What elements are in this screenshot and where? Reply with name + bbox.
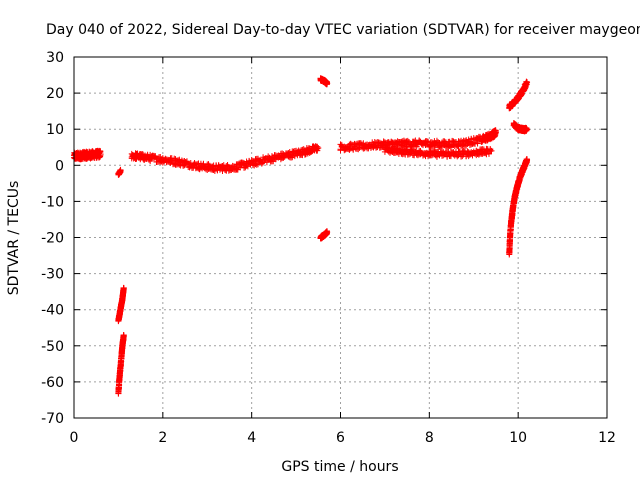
data-point xyxy=(315,144,322,151)
data-point xyxy=(183,158,190,165)
x-tick-label: 12 xyxy=(598,430,616,446)
data-point xyxy=(120,331,127,338)
x-axis-label: GPS time / hours xyxy=(281,459,398,475)
y-tick-label: -30 xyxy=(41,267,64,283)
y-tick-label: 10 xyxy=(46,122,64,138)
chart-title: Day 040 of 2022, Sidereal Day-to-day VTE… xyxy=(46,22,640,38)
data-point xyxy=(454,142,461,149)
y-tick-label: -70 xyxy=(41,411,64,427)
x-tick-label: 4 xyxy=(247,430,256,446)
data-point xyxy=(97,151,104,158)
data-point xyxy=(460,141,467,148)
y-tick-label: 0 xyxy=(55,158,64,174)
data-point xyxy=(449,137,456,144)
data-point xyxy=(475,151,482,158)
data-point xyxy=(178,157,185,164)
data-point xyxy=(524,156,531,163)
data-point xyxy=(524,126,531,133)
data-point xyxy=(472,139,479,146)
data-point xyxy=(117,167,124,174)
data-point xyxy=(185,160,192,167)
y-tick-label: 20 xyxy=(46,86,64,102)
data-point xyxy=(251,162,258,169)
data-point xyxy=(200,160,207,167)
data-point xyxy=(474,140,481,147)
y-tick-label: -50 xyxy=(41,339,64,355)
x-tick-label: 2 xyxy=(158,430,167,446)
data-point xyxy=(225,167,232,174)
y-tick-label: 30 xyxy=(46,50,64,66)
data-point xyxy=(468,135,475,142)
y-tick-label: -10 xyxy=(41,194,64,210)
data-point xyxy=(492,129,499,136)
data-point xyxy=(524,79,531,86)
y-tick-label: -20 xyxy=(41,231,64,247)
x-tick-label: 8 xyxy=(425,430,434,446)
data-point xyxy=(324,80,331,87)
x-tick-label: 10 xyxy=(509,430,527,446)
y-tick-label: -40 xyxy=(41,303,64,319)
data-point xyxy=(120,285,127,292)
grid-lines xyxy=(74,57,607,418)
y-tick-label: -60 xyxy=(41,375,64,391)
data-point xyxy=(408,147,415,154)
data-points xyxy=(71,75,531,397)
x-tick-label: 0 xyxy=(70,430,79,446)
tick-labels: 0 2 4 6 8 10 12 -70 -60 -50 -40 -30 -20 -10 0 10 20 30 xyxy=(41,50,616,446)
data-point xyxy=(314,143,321,150)
data-point xyxy=(152,153,159,160)
data-point xyxy=(488,147,495,154)
x-tick-label: 6 xyxy=(336,430,345,446)
y-axis-label: SDTVAR / TECUs xyxy=(6,181,22,296)
data-point xyxy=(487,146,494,153)
data-point xyxy=(324,229,331,236)
data-point xyxy=(214,167,221,174)
plot-frame xyxy=(73,56,608,419)
data-point xyxy=(289,154,296,161)
